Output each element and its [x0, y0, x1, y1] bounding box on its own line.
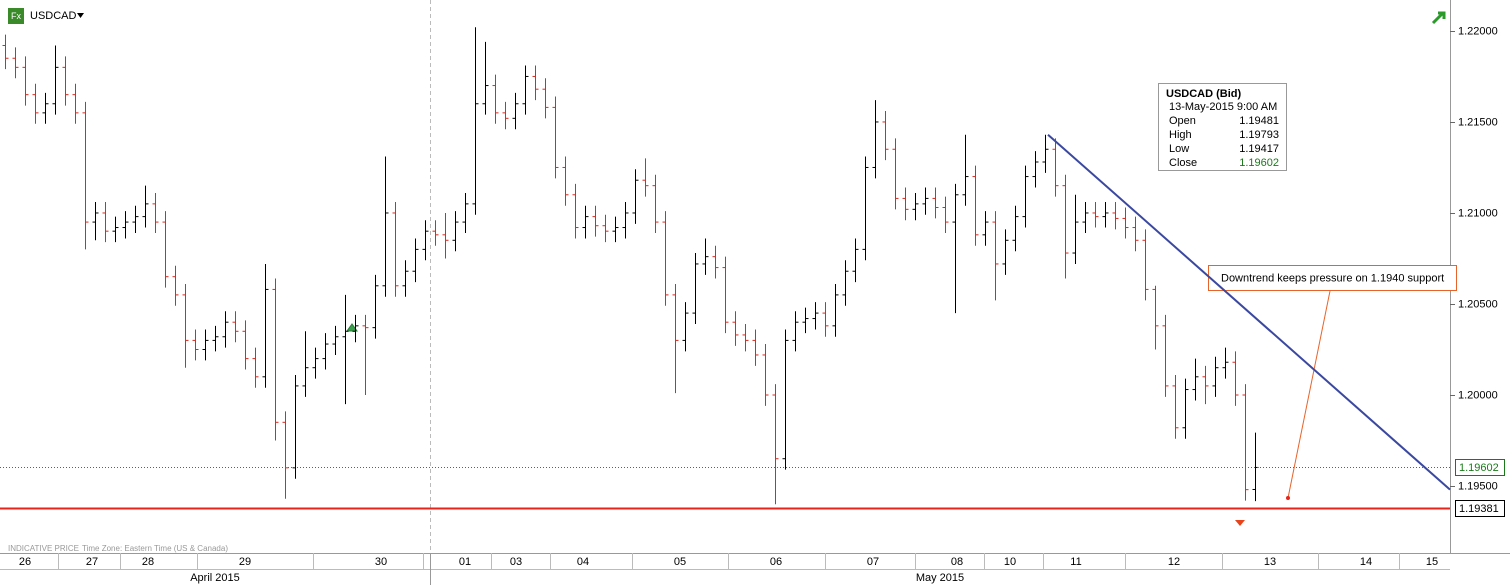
sell-marker: [1235, 520, 1245, 526]
y-tick-label: 1.21500: [1458, 116, 1498, 128]
x-tick-label: 11: [1070, 556, 1081, 568]
annotation-text: Downtrend keeps pressure on 1.1940 suppo…: [1221, 272, 1444, 284]
price-label: 1.19381: [1459, 503, 1499, 515]
x-tick-label: 14: [1360, 556, 1372, 568]
y-tick-label: 1.21000: [1458, 207, 1498, 219]
x-tick-label: 15: [1426, 556, 1438, 568]
tooltip-row-label: High: [1169, 129, 1192, 141]
tooltip-row-value: 1.19602: [1239, 157, 1279, 169]
x-tick-label: 07: [867, 556, 879, 568]
tooltip-row-value: 1.19793: [1239, 129, 1279, 141]
x-tick-label: 30: [375, 556, 387, 568]
tooltip-row-value: 1.19481: [1239, 115, 1279, 127]
trend-icon[interactable]: [1431, 11, 1446, 25]
plot-area: [2, 27, 1259, 505]
fx-icon-label: Fx: [11, 11, 21, 21]
annotation-box: [1208, 265, 1457, 291]
price-label: 1.19602: [1459, 462, 1499, 474]
buy-marker: [346, 323, 358, 332]
x-tick-label: 29: [239, 556, 251, 568]
symbol-title[interactable]: USDCAD: [30, 10, 77, 22]
annotation-arrow: [1287, 290, 1331, 499]
x-tick-label: 27: [86, 556, 98, 568]
x-tick-label: 13: [1264, 556, 1276, 568]
x-tick-label: 03: [510, 556, 522, 568]
tooltip-title: USDCAD (Bid): [1166, 88, 1241, 100]
x-tick-label: 10: [1004, 556, 1016, 568]
y-tick-label: 1.20500: [1458, 298, 1498, 310]
month-label: May 2015: [916, 572, 964, 584]
price-label-box: [1455, 459, 1505, 476]
fx-icon[interactable]: [8, 8, 24, 24]
tooltip-row-label: Low: [1169, 143, 1189, 155]
x-tick-label: 04: [577, 556, 589, 568]
tooltip-box: [1158, 83, 1287, 171]
x-tick-label: 05: [674, 556, 686, 568]
x-tick-label: 01: [459, 556, 471, 568]
annotation-dot: [1286, 496, 1290, 500]
y-tick-label: 1.20000: [1458, 389, 1498, 401]
month-label: April 2015: [190, 572, 240, 584]
tooltip-row-label: Open: [1169, 115, 1196, 127]
tooltip-date: 13-May-2015 9:00 AM: [1169, 101, 1277, 113]
y-tick-label: 1.19500: [1458, 480, 1498, 492]
x-tick-label: 12: [1168, 556, 1180, 568]
x-tick-label: 06: [770, 556, 782, 568]
tooltip-row-value: 1.19417: [1239, 143, 1279, 155]
footer-timezone: Time Zone: Eastern Time (US & Canada): [82, 544, 228, 553]
x-tick-label: 08: [951, 556, 963, 568]
x-tick-label: 28: [142, 556, 154, 568]
tooltip-row-label: Close: [1169, 157, 1197, 169]
day-separators: [58, 553, 1400, 569]
price-label-box: [1455, 500, 1505, 517]
footer-price: INDICATIVE PRICE: [8, 544, 79, 553]
trendline: [1047, 133, 1451, 491]
x-tick-label: 26: [19, 556, 31, 568]
dropdown-arrow[interactable]: [77, 13, 84, 18]
y-tick-label: 1.22000: [1458, 25, 1498, 37]
